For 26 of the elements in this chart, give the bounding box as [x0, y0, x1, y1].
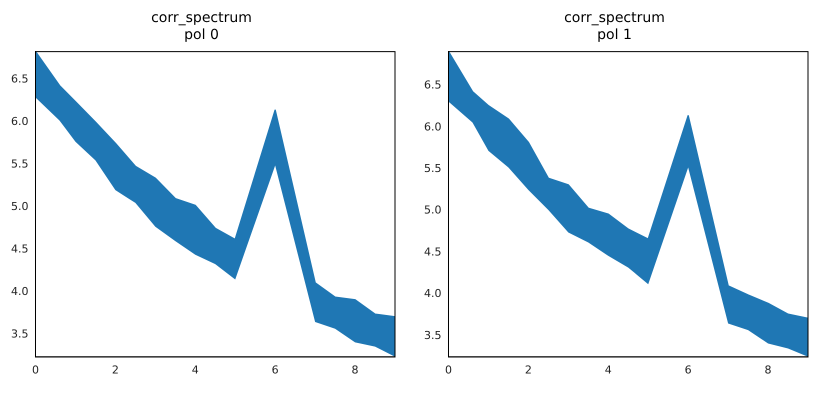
x-tick-label: 0 [444, 363, 452, 376]
y-tick-label: 5.0 [10, 200, 28, 214]
x-tick-label: 6 [272, 363, 279, 376]
x-tick-label: 4 [192, 363, 199, 376]
x-tick-label: 2 [524, 363, 532, 376]
chart-title: corr_spectrum pol 1 [564, 10, 665, 43]
x-tick-label: 0 [32, 363, 39, 376]
x-tick-label: 8 [764, 363, 772, 376]
y-tick-label: 6.5 [10, 72, 28, 86]
x-tick-label: 2 [112, 363, 119, 376]
y-tick-label: 6.5 [424, 78, 442, 92]
y-tick-label: 4.0 [10, 285, 28, 298]
y-tick-label: 6.0 [424, 120, 442, 134]
y-tick-label: 3.5 [10, 328, 28, 341]
y-tick-label: 5.5 [10, 158, 28, 171]
y-tick-label: 5.0 [424, 204, 442, 217]
y-tick-label: 4.5 [10, 242, 28, 256]
y-tick-label: 3.5 [424, 328, 442, 342]
y-tick-label: 4.5 [424, 245, 442, 258]
y-tick-label: 5.5 [424, 162, 442, 176]
x-tick-label: 6 [684, 363, 692, 376]
y-tick-label: 4.0 [424, 287, 442, 300]
chart-title: corr_spectrum pol 0 [151, 10, 252, 43]
y-tick-label: 6.0 [10, 115, 28, 128]
x-tick-label: 8 [352, 363, 359, 376]
x-tick-label: 4 [604, 363, 612, 376]
